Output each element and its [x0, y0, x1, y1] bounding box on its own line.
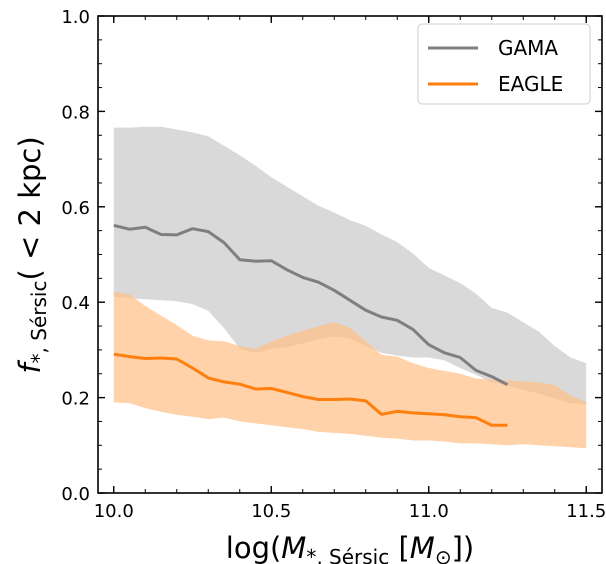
x-tick-label: 11.0 — [409, 501, 449, 522]
x-axis-ticks: 10.0 10.5 11.0 11.5 — [94, 16, 606, 522]
gama-band — [113, 126, 587, 405]
gama-line — [113, 223, 509, 387]
eagle-line — [113, 352, 508, 427]
gama-legend-label: GAMA — [498, 36, 558, 60]
eagle-band — [113, 291, 587, 449]
x-tick-label: 11.5 — [566, 501, 606, 522]
y-tick-label: 1.0 — [61, 7, 90, 28]
x-tick-label: 10.0 — [94, 501, 134, 522]
x-tick-label: 10.5 — [251, 501, 291, 522]
y-tick-label: 0.8 — [61, 102, 90, 123]
x-axis-label: log(M*, Sérsic [M⊙]) — [226, 531, 474, 564]
eagle-legend-label: EAGLE — [498, 72, 563, 96]
legend: GAMA EAGLE — [417, 23, 591, 105]
y-tick-label: 0.0 — [61, 484, 90, 505]
y-axis-label: f*, Sérsic( < 2 kpc) — [13, 136, 51, 373]
confidence-bands — [113, 126, 587, 449]
y-axis-ticks: 0.0 0.2 0.4 0.6 0.8 1.0 — [61, 7, 602, 505]
y-tick-label: 0.4 — [61, 293, 90, 314]
y-tick-label: 0.2 — [61, 389, 90, 410]
series-lines — [113, 223, 509, 427]
y-tick-label: 0.6 — [61, 198, 90, 219]
